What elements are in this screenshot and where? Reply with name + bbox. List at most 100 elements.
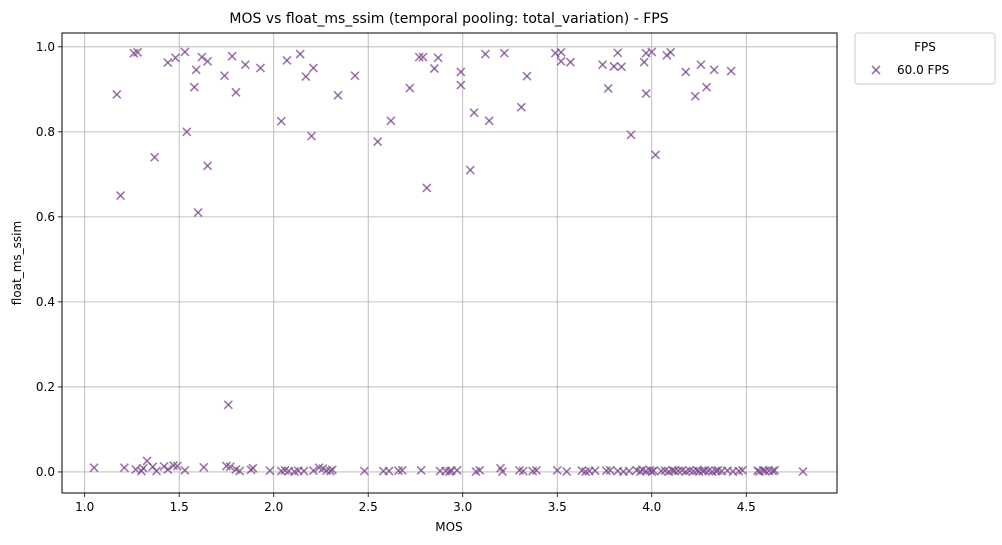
data-point xyxy=(301,72,311,82)
data-point xyxy=(308,63,318,73)
data-point xyxy=(276,116,286,126)
data-point xyxy=(265,466,275,476)
data-point xyxy=(163,464,173,474)
data-point xyxy=(681,67,691,77)
x-tick-label: 4.0 xyxy=(642,500,661,514)
data-point xyxy=(219,71,230,81)
data-point xyxy=(726,66,736,76)
data-point xyxy=(119,463,129,473)
data-point xyxy=(418,52,428,62)
data-point xyxy=(308,466,318,476)
x-tick-label: 2.5 xyxy=(359,500,378,514)
y-tick-label: 0.2 xyxy=(36,380,55,394)
data-point xyxy=(647,47,657,57)
data-point xyxy=(565,57,576,67)
x-axis-label: MOS xyxy=(435,520,462,534)
data-point xyxy=(709,65,719,75)
data-point xyxy=(223,400,233,410)
data-point xyxy=(516,102,526,112)
plot-frame xyxy=(61,32,838,494)
data-points xyxy=(89,47,808,477)
data-point xyxy=(552,465,562,475)
grid xyxy=(62,33,837,493)
data-point xyxy=(386,116,396,126)
data-point xyxy=(248,463,258,473)
data-point xyxy=(649,466,659,476)
data-point xyxy=(180,465,190,475)
data-point xyxy=(590,466,600,476)
data-point xyxy=(112,89,122,99)
data-point xyxy=(116,191,126,201)
y-tick-label: 0.4 xyxy=(36,295,55,309)
data-point xyxy=(227,51,237,61)
data-point xyxy=(414,52,424,62)
legend-title: FPS xyxy=(914,40,936,54)
data-point xyxy=(373,137,383,147)
x-axis-ticks: 1.0 1.5 2.0 2.5 3.0 3.5 4.0 4.5 xyxy=(75,493,756,514)
y-tick-label: 0.0 xyxy=(36,465,55,479)
data-point xyxy=(666,47,676,57)
data-point xyxy=(138,463,148,473)
data-point xyxy=(299,466,309,476)
data-point xyxy=(416,465,426,475)
data-point xyxy=(163,57,173,68)
legend-entry-label: 60.0 FPS xyxy=(897,63,949,77)
data-point xyxy=(465,165,475,175)
data-point xyxy=(641,48,651,58)
x-tick-label: 1.5 xyxy=(170,500,189,514)
data-point xyxy=(456,67,466,77)
data-point xyxy=(182,127,192,137)
data-point xyxy=(702,82,712,92)
data-point xyxy=(641,89,651,99)
x-tick-label: 4.5 xyxy=(737,500,756,514)
data-point xyxy=(556,47,566,57)
data-point xyxy=(240,60,250,70)
data-point xyxy=(616,62,627,72)
x-tick-label: 2.0 xyxy=(264,500,283,514)
x-tick-label: 3.5 xyxy=(548,500,567,514)
legend-marker-x xyxy=(871,65,881,75)
data-point xyxy=(202,56,213,66)
data-point xyxy=(433,53,443,63)
data-point xyxy=(429,63,439,74)
data-point xyxy=(359,466,370,476)
data-point xyxy=(235,466,245,476)
data-point xyxy=(690,91,700,101)
data-point xyxy=(650,150,661,160)
y-tick-label: 1.0 xyxy=(36,40,55,54)
data-point xyxy=(469,108,479,118)
data-point xyxy=(133,47,143,57)
data-point xyxy=(422,183,432,193)
legend-marker-icon xyxy=(871,65,881,75)
data-point xyxy=(150,152,160,162)
data-point xyxy=(202,161,213,171)
x-tick-label: 1.0 xyxy=(75,500,94,514)
legend: FPS 60.0 FPS xyxy=(854,32,996,85)
data-point xyxy=(556,56,566,66)
data-point xyxy=(89,463,99,473)
y-axis-ticks: 0.0 0.2 0.4 0.6 0.8 1.0 xyxy=(36,40,62,479)
legend-box xyxy=(854,32,996,85)
data-point xyxy=(770,465,780,475)
y-tick-label: 0.6 xyxy=(36,210,55,224)
data-point xyxy=(518,466,528,476)
data-point xyxy=(737,465,748,475)
data-point xyxy=(151,466,162,476)
data-point xyxy=(522,71,532,81)
data-point xyxy=(452,465,462,475)
data-point xyxy=(282,55,292,65)
y-axis-label: float_ms_ssim xyxy=(10,221,24,305)
data-point xyxy=(189,82,199,92)
data-point xyxy=(624,466,634,476)
data-point xyxy=(531,465,542,475)
data-point xyxy=(405,83,415,93)
data-point xyxy=(191,65,201,75)
data-point xyxy=(172,461,182,471)
data-point xyxy=(199,462,209,472)
data-point xyxy=(384,466,394,476)
data-point xyxy=(696,60,706,70)
data-point xyxy=(350,71,360,81)
data-point xyxy=(609,61,619,71)
data-point xyxy=(480,49,490,59)
data-point xyxy=(397,465,407,475)
